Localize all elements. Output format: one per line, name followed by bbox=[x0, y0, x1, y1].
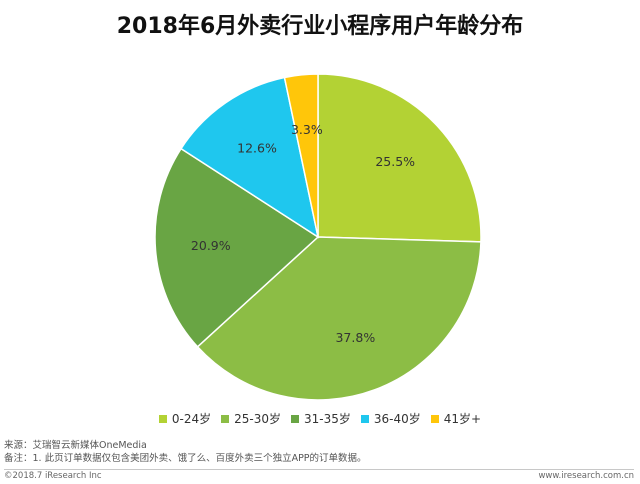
pie-chart: 25.5% 37.8% 20.9% 12.6% 3.3% bbox=[154, 73, 482, 401]
legend-item-4: 36-40岁 bbox=[360, 410, 421, 427]
pie-slice-1 bbox=[317, 73, 482, 243]
legend-swatch-3 bbox=[291, 414, 300, 423]
legend-swatch-2 bbox=[221, 414, 230, 423]
website-text: www.iresearch.com.cn bbox=[538, 471, 634, 481]
pie-slice-4 bbox=[179, 76, 320, 239]
chart-title: 2018年6月外卖行业小程序用户年龄分布 bbox=[116, 14, 524, 39]
legend-item-3: 31-35岁 bbox=[291, 410, 351, 427]
legend-item-2: 25-30岁 bbox=[221, 410, 281, 427]
legend: 0-24岁 25-30岁 31-35岁 36-40岁 41岁+ bbox=[0, 410, 640, 427]
slice-label-2: 37.8% bbox=[335, 330, 375, 345]
slice-label-5: 3.3% bbox=[291, 122, 323, 137]
legend-swatch-4 bbox=[360, 414, 369, 423]
pie-slice-3 bbox=[154, 147, 320, 348]
pie-slice-5 bbox=[283, 73, 319, 238]
pie-slice-2 bbox=[196, 236, 482, 401]
legend-swatch-5 bbox=[430, 414, 439, 423]
legend-label-3: 31-35岁 bbox=[304, 412, 351, 426]
footer-divider bbox=[4, 469, 634, 470]
legend-item-1: 0-24岁 bbox=[158, 410, 212, 427]
legend-label-2: 25-30岁 bbox=[234, 412, 282, 426]
legend-item-5: 41岁+ bbox=[430, 410, 482, 427]
slice-label-4: 12.6% bbox=[237, 140, 277, 155]
remark-note: 备注：1. 此页订单数据仅包含美团外卖、饿了么、百度外卖三个独立APP的订单数据… bbox=[4, 453, 367, 464]
source-note: 来源：艾瑞智云新媒体OneMedia bbox=[4, 440, 147, 451]
footnotes: 来源：艾瑞智云新媒体OneMedia 备注：1. 此页订单数据仅包含美团外卖、饿… bbox=[4, 439, 367, 465]
slice-label-3: 20.9% bbox=[191, 238, 231, 253]
legend-swatch-1 bbox=[158, 414, 167, 423]
legend-label-1: 0-24岁 bbox=[171, 412, 212, 426]
copyright-text: ©2018.7 iResearch Inc bbox=[4, 471, 102, 481]
legend-label-5: 41岁+ bbox=[443, 412, 482, 426]
slice-label-1: 25.5% bbox=[375, 154, 415, 169]
legend-label-4: 36-40岁 bbox=[373, 412, 421, 426]
